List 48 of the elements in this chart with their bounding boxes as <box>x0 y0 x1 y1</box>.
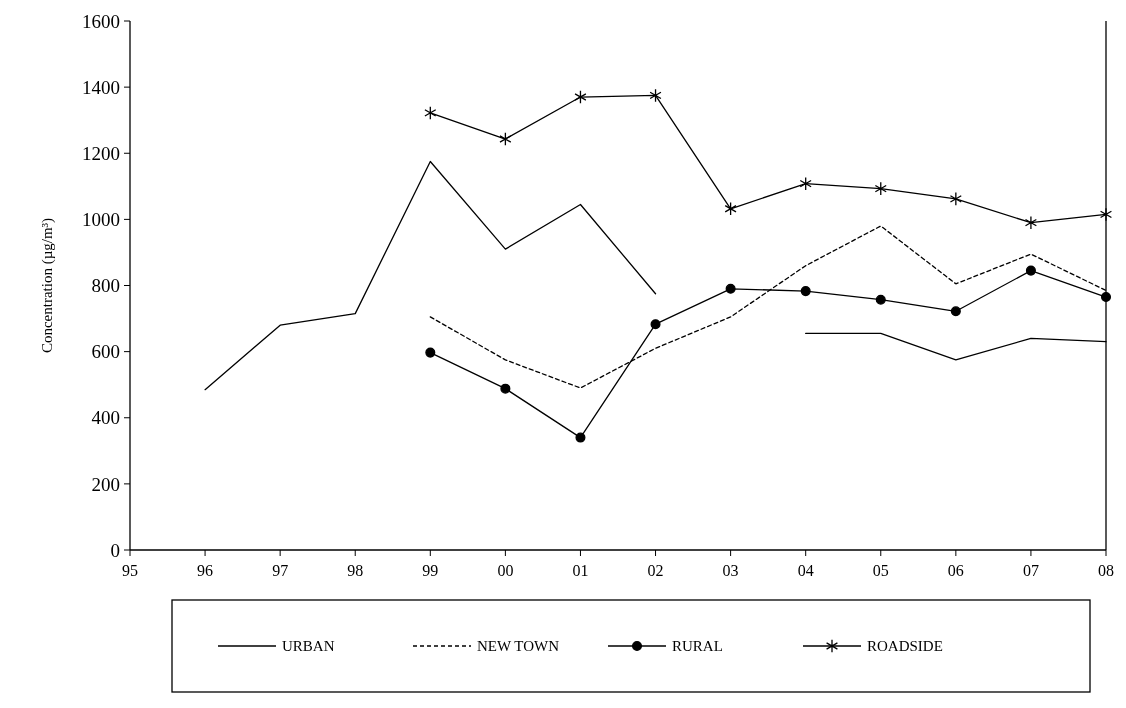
x-tick-label: 99 <box>422 562 439 579</box>
point <box>425 347 436 358</box>
point <box>949 191 962 206</box>
y-tick-label: 1000 <box>82 209 120 231</box>
point <box>800 286 811 297</box>
y-tick-label: 200 <box>91 473 120 495</box>
legend-label: RURAL <box>672 638 723 655</box>
y-tick-label: 1600 <box>82 10 120 32</box>
x-tick-label: 05 <box>872 562 889 579</box>
x-tick-label: 96 <box>197 562 214 579</box>
point <box>1099 207 1113 222</box>
point <box>1024 215 1037 230</box>
x-tick-label: 03 <box>722 562 739 579</box>
point <box>575 432 586 443</box>
point <box>499 132 512 146</box>
x-tick-label: 00 <box>497 562 514 579</box>
y-tick-label: 800 <box>91 275 120 297</box>
point <box>649 88 662 103</box>
x-tick-label: 02 <box>647 562 664 579</box>
point <box>500 383 511 394</box>
legend-label: ROADSIDE <box>867 638 943 655</box>
point <box>799 176 812 191</box>
y-tick-label: 0 <box>110 539 120 561</box>
point <box>724 201 737 216</box>
point <box>875 294 886 305</box>
x-tick-label: 04 <box>797 562 814 579</box>
point <box>874 181 887 196</box>
y-tick-label: 400 <box>91 407 120 429</box>
y-tick-label: 600 <box>91 341 120 363</box>
point <box>650 319 661 330</box>
point <box>725 283 736 294</box>
point <box>950 306 961 317</box>
x-tick-label: 97 <box>272 562 289 579</box>
x-tick-label: 98 <box>347 562 364 579</box>
y-tick-label: 1200 <box>82 142 120 164</box>
point <box>1025 265 1036 276</box>
point <box>1100 292 1112 303</box>
legend-label: NEW TOWN <box>477 638 560 655</box>
legend-label: URBAN <box>282 638 335 655</box>
x-tick-label: 06 <box>947 562 964 579</box>
y-tick-label: 1400 <box>82 76 120 98</box>
x-tick-label: 95 <box>122 562 138 579</box>
point <box>574 90 587 104</box>
y-axis-title: Concentration (µg/m³) <box>39 217 56 354</box>
point <box>424 106 437 120</box>
x-tick-label: 08 <box>1098 562 1114 579</box>
x-tick-label: 07 <box>1022 562 1039 579</box>
x-tick-label: 01 <box>572 562 589 579</box>
